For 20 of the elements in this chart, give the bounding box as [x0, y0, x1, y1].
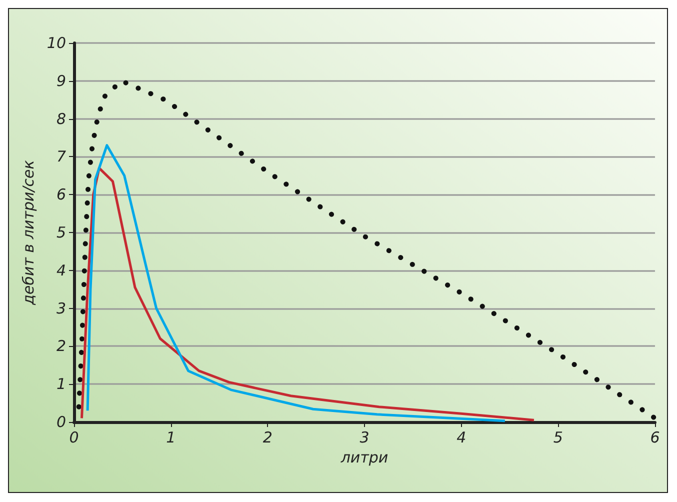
x-tick-label: 4 — [456, 428, 466, 446]
y-tick-label: 9 — [56, 72, 66, 90]
y-tick-label: 4 — [56, 261, 66, 280]
x-tick-label: 1 — [166, 428, 176, 446]
y-axis-title: дебит в литри/сек — [20, 160, 38, 306]
y-tick-label: 8 — [56, 110, 66, 128]
y-tick-label: 7 — [56, 148, 66, 166]
y-tick-label: 1 — [56, 375, 66, 394]
y-tick-label: 2 — [56, 337, 66, 356]
y-tick-label: 5 — [56, 224, 66, 242]
y-tick-label: 6 — [56, 186, 66, 204]
x-tick-label: 5 — [553, 428, 563, 446]
x-tick-label: 0 — [69, 428, 79, 446]
y-tick-label: 3 — [56, 299, 66, 318]
y-tick-label: 10 — [46, 34, 66, 52]
x-axis-title: литри — [340, 448, 388, 466]
y-tick-label: 0 — [56, 413, 66, 431]
x-tick-label: 3 — [360, 428, 370, 446]
x-tick-label: 6 — [650, 428, 660, 446]
x-tick-label: 2 — [262, 428, 272, 446]
